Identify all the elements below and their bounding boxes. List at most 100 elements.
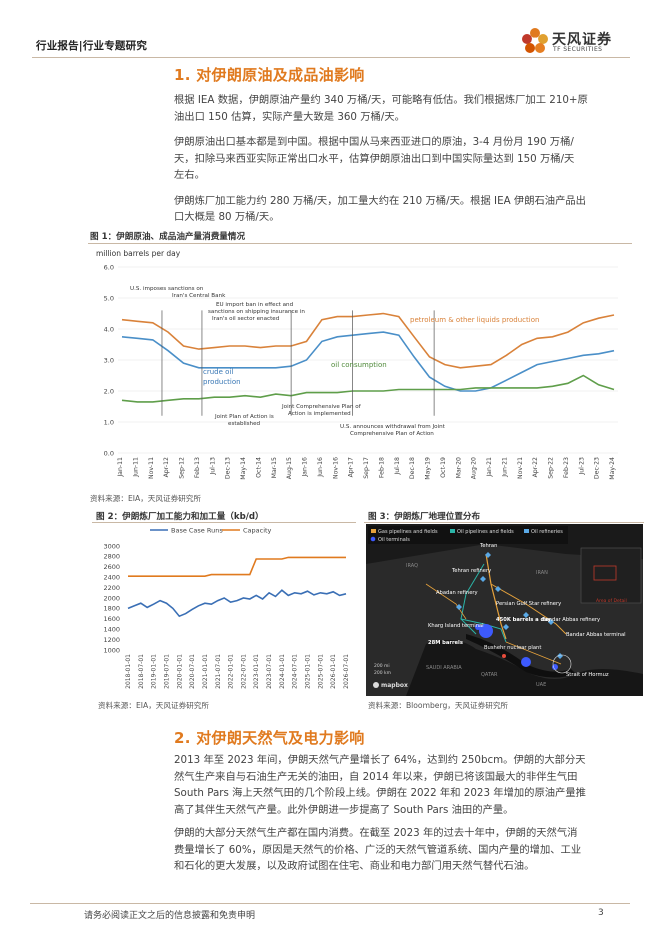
series-line (121, 331, 615, 392)
oil-legend-swatch (450, 529, 455, 533)
x-tick-label: Jan-21 (486, 457, 493, 478)
x-tick-label: Aug-15 (286, 457, 293, 479)
annotation: Action is implemented (288, 411, 351, 417)
x-tick-label: May-14 (240, 457, 247, 480)
y-tick-label: 1200 (103, 636, 120, 644)
map-label: 28M barrels (428, 640, 463, 646)
legend-refinery: Oil refineries (531, 529, 563, 535)
figure-1-title: 图 1：伊朗原油、成品油产量消费量情况 (90, 232, 246, 242)
y-tick-label: 1800 (103, 605, 120, 613)
refinery-icon (495, 586, 501, 592)
y-tick-label: 2400 (103, 574, 120, 582)
annotation: Iran's oil sector enacted (212, 316, 280, 322)
x-tick-label: 2018-01-01 (125, 654, 132, 689)
x-tick-label: Mar-15 (271, 457, 278, 478)
x-tick-label: 2019-07-01 (163, 654, 170, 689)
terminal-marker (521, 657, 531, 667)
y-tick-label: 2600 (103, 563, 120, 571)
x-tick-label: Apr-12 (163, 457, 170, 477)
terminal-marker (475, 624, 481, 630)
x-tick-label: Dec-23 (594, 457, 601, 479)
x-tick-label: Jul-13 (209, 457, 216, 476)
y-tick-label: 3.0 (104, 357, 114, 365)
x-tick-label: 2024-07-01 (292, 654, 299, 689)
area-of-detail-label: Area of Detail (596, 598, 627, 604)
legend-terminal: Oil terminals (378, 537, 410, 543)
x-tick-label: May-19 (425, 457, 432, 480)
x-tick-label: 2026-07-01 (343, 654, 350, 689)
x-tick-label: Sep-12 (179, 457, 186, 479)
map-label: Tehran (479, 543, 497, 549)
annotation: Iran's Central Bank (172, 293, 226, 299)
para-line: 油出口 150 估算，实际产量大致是 360 万桶/天。 (174, 110, 405, 123)
y-tick-label: 1000 (103, 646, 120, 654)
x-tick-label: 2020-07-01 (189, 654, 196, 689)
x-tick-label: 2025-07-01 (317, 654, 324, 689)
x-tick-label: Oct-19 (440, 457, 447, 478)
x-tick-label: Jun-16 (317, 457, 324, 478)
label-crude: crude oil (203, 368, 233, 376)
x-tick-label: Mar-20 (455, 457, 462, 478)
series-line (121, 312, 615, 369)
x-tick-label: Dec-18 (409, 457, 416, 479)
country-label: IRAQ (406, 563, 418, 569)
para-line: 左右。 (174, 169, 205, 181)
legend-gas: Gas pipelines and fields (378, 529, 438, 535)
x-tick-label: Jul-18 (394, 457, 401, 476)
annotation: Comprehensive Plan of Action (350, 431, 434, 437)
x-tick-label: Aug-20 (471, 457, 478, 479)
x-tick-label: Oct-14 (255, 457, 262, 478)
label-production: petroleum & other liquids production (410, 316, 539, 324)
x-tick-label: Apr-22 (532, 457, 539, 477)
x-tick-label: 2026-01-01 (330, 654, 337, 689)
refinery-icon (456, 604, 462, 610)
flower-logo-icon (522, 28, 548, 53)
map-label: Bandar Abbas refinery (542, 617, 600, 623)
refinery-icon (480, 576, 486, 582)
map-label: Abadan refinery (436, 590, 478, 596)
figure-2-rule (92, 522, 356, 523)
x-tick-label: 2021-01-01 (202, 654, 209, 689)
figure-2-title: 图 2：伊朗炼厂加工能力和加工量（kb/d） (96, 512, 264, 522)
y-axis-label: million barrels per day (96, 249, 181, 258)
y-tick-label: 1.0 (104, 419, 114, 427)
para-line: 然气生产来自与石油生产无关的油田，自 2014 年以来，伊朗已将该国最大的非伴生… (174, 770, 578, 783)
page-number: 3 (598, 908, 604, 918)
section-1-title: 1. 对伊朗原油及成品油影响 (174, 66, 365, 84)
y-tick-label: 3000 (103, 542, 120, 550)
label-crude-2: production (203, 378, 241, 386)
para-line: 费量增长了 60%，原因是天然气的价格、广泛的天然气管道系统、国内产量的增加、工… (174, 843, 582, 856)
x-tick-label: 2024-01-01 (279, 654, 286, 689)
country-label: IRAN (536, 570, 548, 576)
terminal-marker (552, 664, 558, 670)
x-tick-label: 2023-01-01 (253, 654, 260, 689)
refinery-legend-swatch (524, 529, 529, 533)
map-label: Persian Gulf Star refinery (496, 601, 561, 607)
figure-1-rule (88, 243, 632, 244)
mapbox-logo-icon (373, 682, 379, 688)
figure-1-chart: million barrels per day 0.0 1.0 2.0 3.0 4.0 5… (96, 249, 618, 480)
para-line: 和石化的更大发展，以及政府试图在住宅、商业和电力部门用天然气替代石油。 (174, 860, 535, 872)
scale-mi: 200 mi (374, 663, 390, 669)
scale-km: 200 km (374, 670, 391, 676)
y-tick-label: 2200 (103, 584, 120, 592)
annotation: Joint Comprehensive Plan of (281, 404, 362, 410)
y-tick-label: 0.0 (104, 450, 114, 458)
figure-1-source: 资料来源：EIA，天风证券研究所 (90, 494, 201, 503)
x-tick-label: May-24 (609, 457, 616, 480)
map-label: 450K barrels a day (496, 617, 552, 623)
legend-label: Base Case Runs (171, 527, 223, 535)
x-tick-label: 2022-07-01 (240, 654, 247, 689)
y-tick-label: 1600 (103, 615, 120, 623)
x-tick-label: Dec-13 (225, 457, 232, 479)
x-tick-label: Sep-22 (548, 457, 555, 479)
annotation: U.S. imposes sanctions on (130, 286, 204, 292)
y-tick-label: 6.0 (104, 264, 114, 272)
brand-name-en: TF SECURITIES (553, 46, 603, 53)
y-tick-label: 2000 (103, 594, 120, 602)
x-tick-label: Jun-11 (132, 457, 139, 478)
x-tick-label: 2018-07-01 (138, 654, 145, 689)
figure-2-source: 资料来源：EIA，天风证券研究所 (98, 701, 209, 710)
x-tick-label: 2022-01-01 (228, 654, 235, 689)
refinery-icon (523, 612, 529, 618)
